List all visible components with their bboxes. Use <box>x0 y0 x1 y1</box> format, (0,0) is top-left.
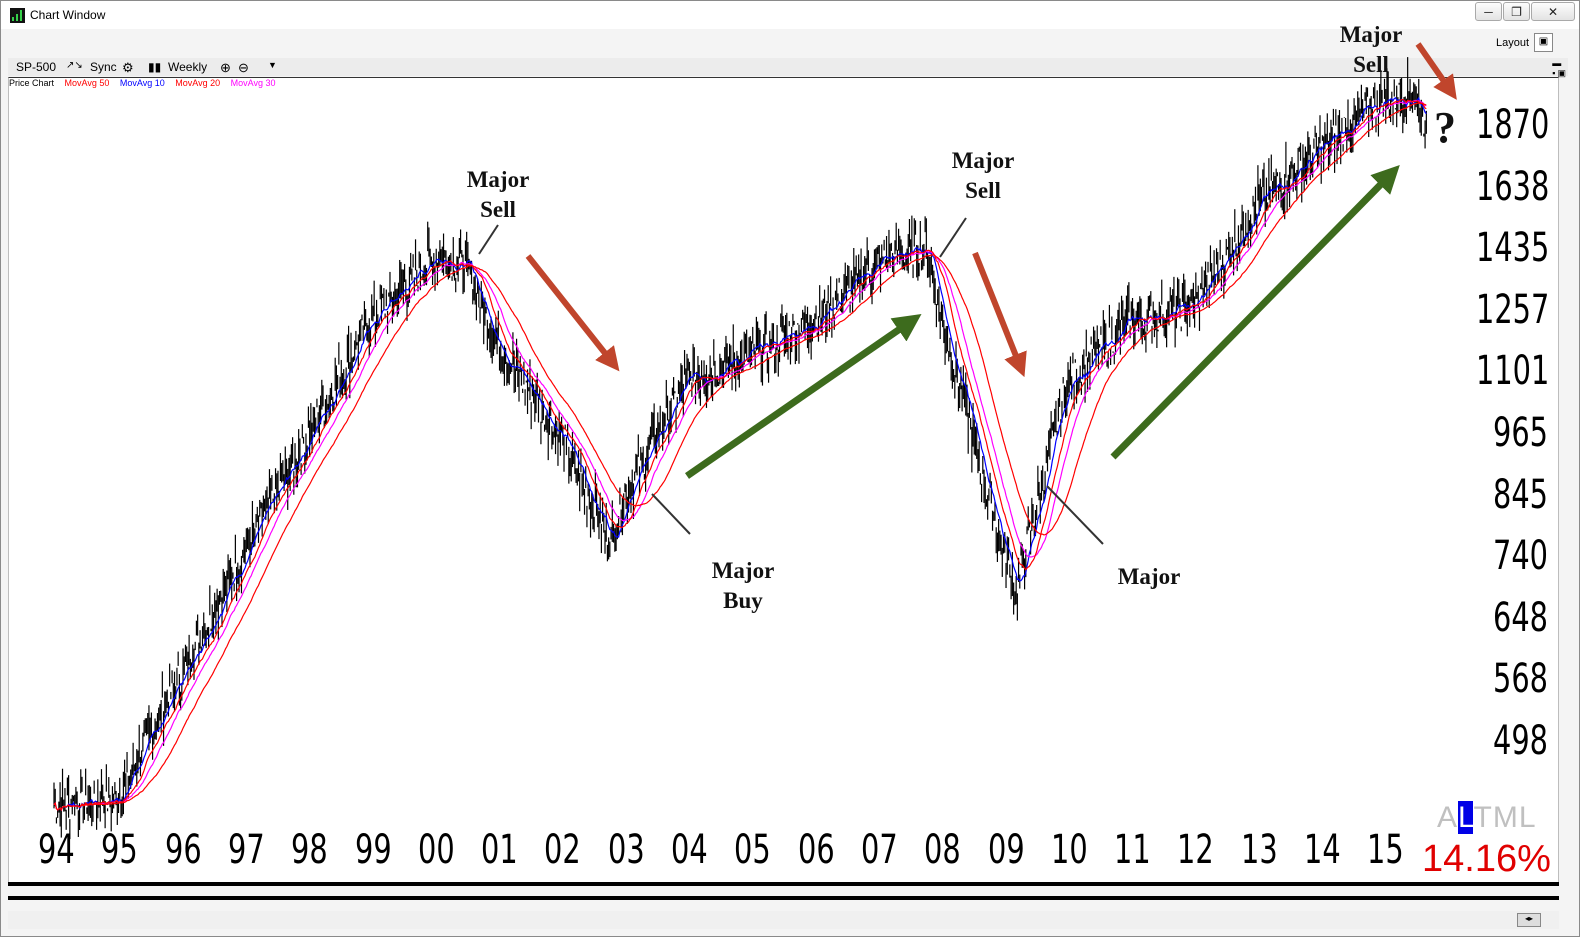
y-axis-label: 965 <box>1493 410 1549 456</box>
y-axis-label: 1101 <box>1475 348 1550 395</box>
x-axis-label: 07 <box>860 827 898 873</box>
x-axis-label: 03 <box>607 827 645 873</box>
x-axis-label: 11 <box>1114 827 1151 873</box>
x-axis-label: 12 <box>1177 827 1215 873</box>
y-axis-label: 1638 <box>1475 163 1550 210</box>
x-axis-label: 13 <box>1240 827 1278 873</box>
y-axis-label: 1257 <box>1475 286 1550 333</box>
x-axis-label: 94 <box>38 827 75 873</box>
sell-arrow-2 <box>972 251 1027 378</box>
y-axis-label: 1870 <box>1475 102 1550 148</box>
x-axis-label: 00 <box>417 827 455 873</box>
ma10-line <box>53 96 1427 811</box>
maximize-button[interactable]: ❐ <box>1503 2 1530 21</box>
altml-t: T <box>1473 801 1493 834</box>
annotation-major-sell-3: Major Sell <box>1339 22 1403 77</box>
y-axis-label: 1435 <box>1475 225 1550 272</box>
ma50-line <box>53 102 1427 811</box>
x-axis-label: 05 <box>734 827 771 873</box>
x-axis-label: 95 <box>101 827 138 873</box>
symbol-field[interactable]: SP-500 <box>16 60 57 74</box>
pointer-line-buy2 <box>1046 485 1104 545</box>
legend-ma10: MovAvg 10 <box>119 78 165 88</box>
zoom-in-icon[interactable]: ⊕ <box>220 60 231 75</box>
pointer-line-buy1 <box>651 493 691 535</box>
divider-bottom <box>8 896 1559 900</box>
sell-arrow-3 <box>1415 42 1457 100</box>
y-axis-label: 498 <box>1493 718 1549 764</box>
altml-indicator: ALTML <box>1437 801 1537 835</box>
y-axis-label: 845 <box>1493 471 1549 518</box>
altml-l2: L <box>1518 801 1537 834</box>
bars-icon[interactable]: ⚙ <box>122 60 134 75</box>
ma20-line <box>53 98 1427 811</box>
altml-a: A <box>1437 801 1459 834</box>
altml-l-highlight: L <box>1458 801 1474 834</box>
pane-controls-icon[interactable]: ▬ ▪▣ <box>1552 58 1568 78</box>
annotation-major-2: Major <box>1117 564 1181 589</box>
annotation-major-sell-1: Major Sell <box>466 167 530 222</box>
legend-price-chart: Price Chart <box>9 78 55 88</box>
scroll-thumb[interactable]: ◂▸ <box>1517 913 1541 927</box>
chart-style-icon[interactable]: ↗↘ <box>66 60 83 71</box>
ma30-line <box>53 99 1427 811</box>
close-button[interactable]: ✕ <box>1531 2 1575 21</box>
pointer-line-sell2 <box>939 217 967 258</box>
buy-arrow-1 <box>685 314 922 479</box>
x-axis-label: 15 <box>1367 827 1404 873</box>
minimize-button[interactable]: ─ <box>1475 2 1502 21</box>
x-axis-label: 08 <box>924 827 961 873</box>
app-icon <box>10 8 25 23</box>
percent-change: 14.16% <box>1422 838 1551 880</box>
sell-arrow-1 <box>525 254 620 372</box>
legend-ma50: MovAvg 50 <box>64 78 110 88</box>
zoom-out-icon[interactable]: ⊖ <box>238 60 249 75</box>
altml-m: M <box>1492 801 1519 834</box>
x-axis-label: 02 <box>544 827 582 873</box>
buy-arrow-2 <box>1110 165 1400 460</box>
chart-legend: Price Chart MovAvg 50 MovAvg 10 MovAvg 2… <box>9 78 284 88</box>
x-axis-label: 14 <box>1304 827 1341 873</box>
x-axis-label: 97 <box>227 827 265 873</box>
legend-ma30: MovAvg 30 <box>230 78 276 88</box>
x-axis-label: 09 <box>987 827 1025 873</box>
divider-top <box>8 882 1559 886</box>
legend-ma20: MovAvg 20 <box>175 78 221 88</box>
y-axis-label: 568 <box>1493 656 1549 703</box>
window-title: Chart Window <box>30 8 106 22</box>
y-axis-label: 648 <box>1493 594 1549 641</box>
layout-icon[interactable]: ▣ <box>1534 33 1553 52</box>
x-axis-label: 10 <box>1050 827 1088 873</box>
x-axis-label: 06 <box>797 827 835 873</box>
x-axis-label: 99 <box>354 827 392 873</box>
dropdown-arrow-icon[interactable]: ▼ <box>268 60 277 70</box>
x-axis-label: 04 <box>671 827 708 873</box>
y-axis-label: 740 <box>1493 533 1549 580</box>
chart-toolbar: SP-500 ↗↘ Sync ⚙ ▮▮ Weekly ⊕ ⊖ ▼ <box>8 58 1568 76</box>
x-axis-label: 98 <box>291 827 328 873</box>
annotation-question-mark: ? <box>1434 103 1456 152</box>
pointer-line-sell1 <box>478 224 499 255</box>
layout-label[interactable]: Layout <box>1495 37 1529 49</box>
x-axis-label: 96 <box>164 827 202 873</box>
period-select[interactable]: Weekly <box>168 60 208 74</box>
candles-icon[interactable]: ▮▮ <box>148 60 162 74</box>
annotation-major-sell-2: Major Sell <box>951 148 1015 203</box>
price-chart-pane[interactable]: Price Chart MovAvg 50 MovAvg 10 MovAvg 2… <box>8 77 1559 882</box>
x-axis-label: 01 <box>481 827 518 873</box>
sync-button[interactable]: Sync <box>90 60 117 74</box>
annotation-major-buy-1: Major Buy <box>711 558 775 613</box>
horizontal-scrollbar[interactable]: ◂▸ <box>8 911 1559 929</box>
title-bar: Chart Window ─ ❐ ✕ <box>1 1 1579 29</box>
